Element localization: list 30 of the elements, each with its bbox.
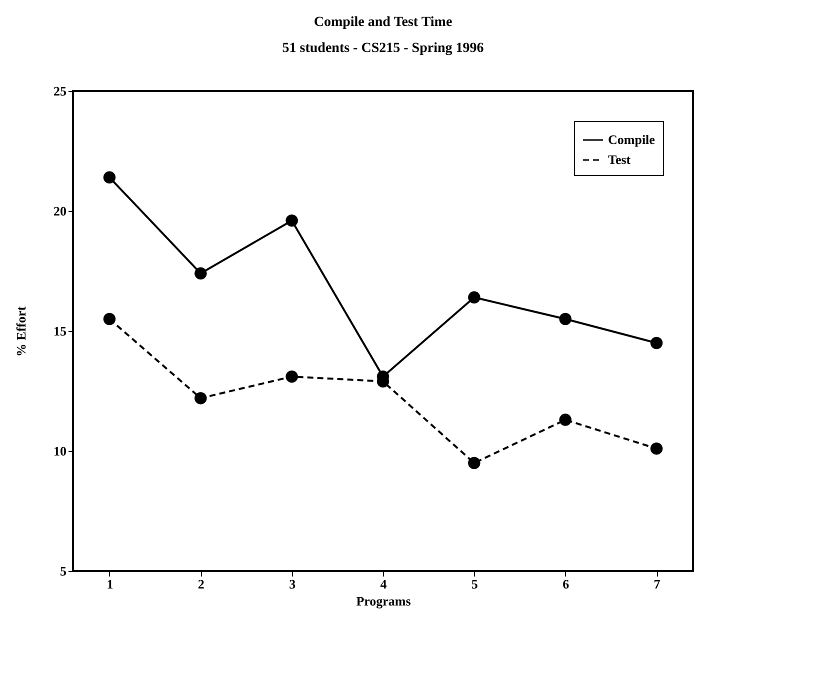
x-tick-label: 4	[380, 576, 388, 592]
x-tick-label: 3	[289, 576, 296, 592]
y-tick-label: 10	[54, 444, 66, 458]
y-tick-label: 20	[54, 204, 66, 218]
point	[559, 312, 572, 326]
point	[468, 291, 480, 304]
point	[650, 442, 663, 455]
chart-subtitle: 51 students - CS215 - Spring 1996	[282, 41, 484, 56]
point	[103, 171, 116, 184]
x-tick-label: 1	[106, 576, 114, 592]
point	[650, 336, 663, 350]
legend-label: Test	[608, 152, 632, 167]
y-tick-label: 15	[54, 324, 67, 338]
y-axis-title: % Effort	[14, 306, 28, 357]
point	[286, 370, 298, 383]
point	[559, 414, 572, 426]
point	[103, 312, 116, 326]
y-tick-label: 5	[60, 564, 67, 578]
legend-label: Compile	[608, 132, 656, 147]
point	[194, 392, 207, 404]
point	[286, 214, 298, 227]
x-axis-title: Programs	[356, 594, 411, 608]
x-tick-label: 5	[471, 576, 478, 592]
x-tick-label: 6	[562, 576, 570, 592]
point	[194, 267, 207, 280]
y-tick-label: 25	[54, 84, 67, 98]
x-tick-label: 7	[654, 576, 661, 592]
chart-title: Compile and Test Time	[314, 15, 452, 30]
x-tick-label: 2	[198, 576, 204, 592]
point	[468, 456, 480, 470]
